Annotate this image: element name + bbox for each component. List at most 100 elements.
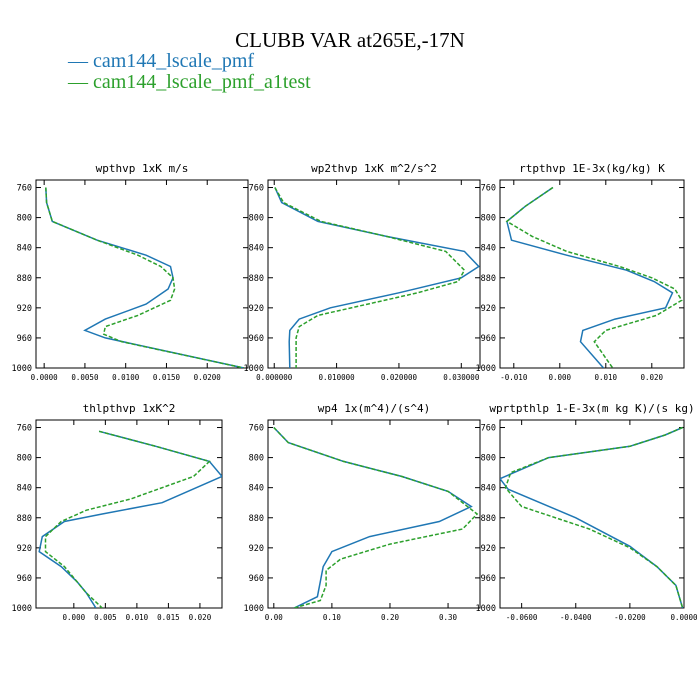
y-tick-label: 800 (481, 454, 496, 464)
y-tick-label: 1000 (12, 604, 32, 614)
x-tick-label: 0.0100 (112, 373, 140, 382)
x-tick-label: -0.0400 (560, 613, 592, 622)
y-tick-label: 800 (481, 214, 496, 224)
x-tick-label: 0.0150 (153, 373, 181, 382)
series-line-cam144-lscale-pmf-a1test (274, 187, 466, 368)
series-line-cam144-lscale-pmf (273, 426, 473, 608)
panel-2: wp2thvp 1xK m^2/s^2 760 800 840 880 920 960 100… (244, 162, 481, 382)
y-tick-label: 920 (249, 544, 264, 554)
y-tick-label: 760 (17, 184, 32, 194)
series-line-cam144-lscale-pmf-a1test (45, 187, 245, 368)
plot-frame (35, 179, 249, 369)
y-tick-label: 1000 (244, 364, 264, 374)
panel-6: wprtpthlp 1-E-3x(m kg K)/(s kg) 760 800 840… (476, 402, 699, 622)
series-line-cam144-lscale-pmf-a1test (44, 430, 211, 608)
x-tick-label: 0.30 (439, 613, 458, 622)
series-line-cam144-lscale-pmf (500, 426, 684, 608)
y-tick-label: 920 (481, 304, 496, 314)
x-tick-label: -0.0600 (506, 613, 538, 622)
y-tick-label: 1000 (12, 364, 32, 374)
x-tick-label: 0.020000 (381, 373, 418, 382)
x-tick-label: 0.0000 (670, 613, 698, 622)
y-tick-label: 920 (17, 544, 32, 554)
panel-title: wp2thvp 1xK m^2/s^2 (311, 162, 437, 175)
y-tick-label: 760 (17, 424, 32, 434)
y-tick-label: 1000 (476, 364, 496, 374)
panel-1: wpthvp 1xK m/s76080084088092096010000.00… (12, 162, 249, 382)
y-tick-label: 800 (249, 214, 264, 224)
y-tick-label: 840 (249, 484, 264, 494)
series-line-cam144-lscale-pmf (45, 187, 245, 368)
x-tick-label: 0.010 (126, 613, 149, 622)
y-tick-label: 920 (249, 304, 264, 314)
x-tick-label: 0.015 (157, 613, 180, 622)
series-line-cam144-lscale-pmf-a1test (504, 426, 684, 608)
x-tick-label: 0.030000 (443, 373, 480, 382)
x-tick-label: 0.005 (94, 613, 117, 622)
x-tick-label: -0.010 (500, 373, 528, 382)
series-line-cam144-lscale-pmf-a1test (505, 186, 683, 368)
y-tick-label: 1000 (476, 604, 496, 614)
figure-title: CLUBB VAR at265E,-17N (235, 28, 465, 52)
legend-entry-pmf: — cam144_lscale_pmf (68, 50, 255, 72)
y-tick-label: 880 (17, 514, 32, 524)
series-line-cam144-lscale-pmf-a1test (273, 426, 479, 608)
y-tick-label: 840 (249, 244, 264, 254)
y-tick-label: 840 (17, 484, 32, 494)
plot-frame (267, 179, 481, 369)
x-tick-label: 0.00 (265, 613, 284, 622)
series-line-cam144-lscale-pmf (506, 186, 674, 368)
panel-title: wp4 1x(m^4)/(s^4) (318, 402, 431, 415)
y-tick-label: 880 (481, 274, 496, 284)
panel-5: wp4 1x(m^4)/(s^4)76080084088092096010000… (244, 402, 481, 622)
plot-frame (35, 419, 223, 609)
y-tick-label: 800 (249, 454, 264, 464)
y-tick-label: 800 (17, 214, 32, 224)
x-tick-label: 0.000 (549, 373, 572, 382)
y-tick-label: 960 (17, 574, 32, 584)
y-tick-label: 760 (481, 184, 496, 194)
y-tick-label: 840 (17, 244, 32, 254)
y-tick-label: 920 (17, 304, 32, 314)
x-tick-label: 0.0000 (31, 373, 59, 382)
plot-frame (499, 419, 685, 609)
plot-frame (267, 419, 481, 609)
y-tick-label: 760 (249, 184, 264, 194)
x-tick-label: 0.020 (189, 613, 212, 622)
panel-title: wprtpthlp 1-E-3x(m kg K)/(s kg) (489, 402, 694, 415)
x-tick-label: 0.0050 (71, 373, 99, 382)
y-tick-label: 840 (481, 484, 496, 494)
y-tick-label: 880 (249, 274, 264, 284)
y-tick-label: 760 (249, 424, 264, 434)
x-tick-label: 0.0200 (194, 373, 222, 382)
y-tick-label: 880 (249, 514, 264, 524)
y-tick-label: 880 (17, 274, 32, 284)
plot-frame (499, 179, 685, 369)
y-tick-label: 920 (481, 544, 496, 554)
x-tick-label: 0.20 (381, 613, 400, 622)
panel-title: rtpthvp 1E-3x(kg/kg) K (519, 162, 665, 175)
y-tick-label: 760 (481, 424, 496, 434)
panel-title: wpthvp 1xK m/s (96, 162, 189, 175)
x-tick-label: 0.010 (595, 373, 618, 382)
y-tick-label: 880 (481, 514, 496, 524)
series-line-cam144-lscale-pmf (274, 187, 480, 368)
x-tick-label: 0.10 (323, 613, 342, 622)
panel-title: thlpthvp 1xK^2 (83, 402, 176, 415)
legend-entry-a1test: — cam144_lscale_pmf_a1test (68, 71, 311, 93)
x-tick-label: -0.0200 (614, 613, 646, 622)
y-tick-label: 960 (481, 334, 496, 344)
y-tick-label: 840 (481, 244, 496, 254)
y-tick-label: 960 (249, 574, 264, 584)
y-tick-label: 960 (17, 334, 32, 344)
panel-4: thlpthvp 1xK^2 760 800 840 880 920 960 1000 0.00… (12, 402, 223, 622)
y-tick-label: 800 (17, 454, 32, 464)
panel-3: rtpthvp 1E-3x(kg/kg) K 760 800 840 880 920 960… (476, 162, 685, 382)
y-tick-label: 960 (481, 574, 496, 584)
x-tick-label: 0.000000 (256, 373, 293, 382)
x-tick-label: 0.010000 (319, 373, 356, 382)
y-tick-label: 960 (249, 334, 264, 344)
x-tick-label: 0.020 (641, 373, 664, 382)
y-tick-label: 1000 (244, 604, 264, 614)
